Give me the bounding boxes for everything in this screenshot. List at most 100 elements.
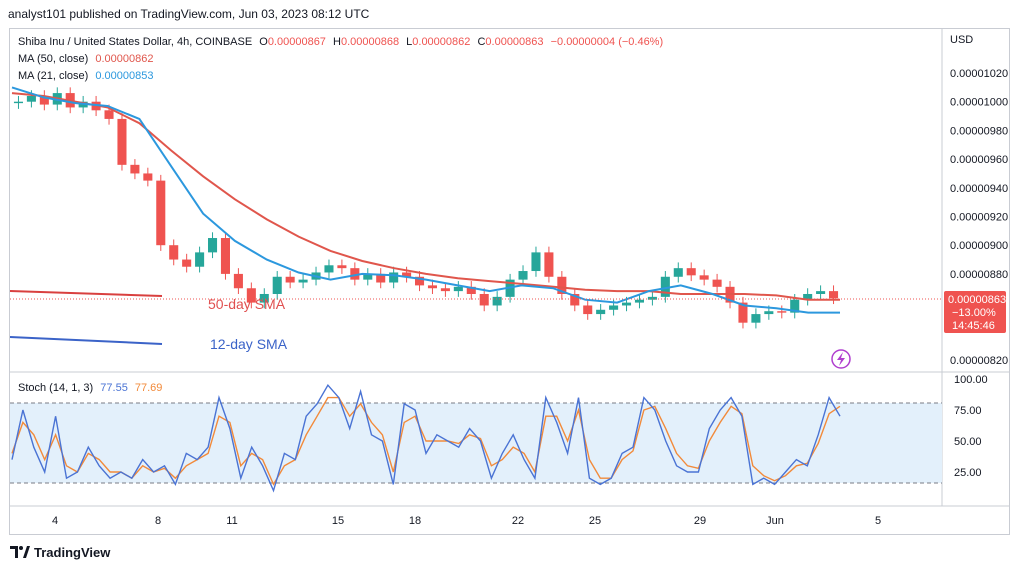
candle-body — [39, 95, 49, 105]
candle — [544, 246, 554, 283]
candle-body — [479, 293, 489, 306]
svg-text:MA (21, close) 0.00000: MA (21, close) 0.00000853 — [18, 70, 154, 82]
candle — [415, 271, 425, 292]
legend-stoch-label: Stoch (14, 1, 3) — [18, 382, 93, 394]
legend-o-value: 0.00000867 — [268, 36, 326, 48]
candle — [13, 95, 23, 109]
candle — [596, 304, 606, 320]
candle-body — [777, 311, 787, 313]
candle-body — [415, 276, 425, 286]
legend-c-value: 0.00000863 — [485, 36, 543, 48]
candle — [143, 167, 153, 187]
current-pct: −13.00% — [952, 307, 996, 319]
time-tick-label: Jun — [766, 515, 784, 527]
candle — [350, 262, 360, 286]
ma21-line — [11, 86, 840, 314]
candle-body — [544, 252, 554, 277]
candle — [803, 288, 813, 306]
candle — [285, 271, 295, 289]
candle-body — [220, 238, 230, 274]
candle — [169, 239, 179, 266]
candle — [647, 291, 657, 306]
legend-ma50-value: 0.00000862 — [95, 53, 153, 65]
candlestick-series — [13, 87, 839, 329]
candle-body — [751, 314, 761, 323]
candle — [492, 291, 502, 312]
candle-body — [233, 273, 243, 289]
time-tick-label: 18 — [409, 515, 421, 527]
sma12-annotation-line — [9, 336, 163, 345]
candle-body — [402, 272, 412, 277]
stoch-axis-ticks: 100.00 75.00 50.00 25.00 — [954, 374, 988, 479]
candle-body — [440, 288, 450, 292]
legend-o-key: O — [259, 36, 268, 48]
candle-body — [609, 305, 619, 310]
price-tick-label: 0.00000960 — [950, 154, 1008, 166]
candle — [427, 279, 437, 294]
legend: Shiba Inu / United States Dollar, 4h, CO… — [18, 36, 663, 394]
candle-body — [259, 293, 269, 303]
sma50-annotation-line — [9, 290, 163, 297]
ma50-line — [11, 92, 840, 301]
candle — [570, 288, 580, 312]
svg-text:MA (50, close) 0.00000: MA (50, close) 0.00000862 — [18, 53, 154, 65]
time-tick-label: 4 — [52, 515, 58, 527]
time-tick-label: 8 — [155, 515, 161, 527]
candle-body — [195, 252, 205, 267]
candle-body — [298, 279, 308, 283]
price-axis[interactable] — [942, 29, 1009, 506]
sma50-annotation-text: 50-day SMA — [208, 296, 286, 312]
candle — [233, 268, 243, 294]
candle — [363, 268, 373, 286]
price-tick-label: 0.00000880 — [950, 269, 1008, 281]
candle — [829, 285, 839, 305]
legend-h-value: 0.00000868 — [341, 36, 399, 48]
price-tick-label: 0.00000980 — [950, 125, 1008, 137]
candle-body — [143, 173, 153, 181]
candle-body — [272, 276, 282, 294]
candle-body — [622, 302, 632, 306]
candle-body — [816, 291, 826, 294]
candle — [130, 159, 140, 180]
candle — [660, 271, 670, 303]
candle — [246, 282, 256, 309]
tradingview-brand: TradingView — [34, 545, 111, 560]
candle-body — [104, 110, 114, 119]
lightning-icon[interactable] — [831, 349, 851, 369]
chart-frame[interactable]: 50-day SMA 12-day SMA Shiba Inu / United… — [9, 28, 1010, 535]
chart-svg[interactable]: 50-day SMA 12-day SMA Shiba Inu / United… — [9, 29, 1009, 534]
candle — [751, 308, 761, 329]
legend-l-key: L — [406, 36, 412, 48]
legend-stoch-d: 77.69 — [135, 382, 163, 394]
legend-ma21-label: MA (21, close) — [18, 70, 88, 82]
price-tick-label: 0.00001020 — [950, 68, 1008, 80]
time-axis-ticks: 4 8 11 15 18 22 25 29 Jun 5 — [52, 515, 881, 527]
candle-body — [712, 279, 722, 287]
candle-body — [130, 164, 140, 174]
candle-body — [686, 268, 696, 276]
candle — [634, 293, 644, 309]
candle — [738, 296, 748, 329]
candle-body — [376, 273, 386, 283]
candle-body — [117, 118, 127, 165]
candle — [298, 273, 308, 289]
legend-ma21-value: 0.00000853 — [95, 70, 153, 82]
candle — [195, 246, 205, 273]
candle-body — [337, 265, 347, 269]
candle-body — [466, 286, 476, 294]
candle — [686, 262, 696, 282]
price-tick-label: 0.00001000 — [950, 97, 1008, 109]
candle-body — [389, 272, 399, 283]
candle-body — [518, 271, 528, 280]
candle-body — [557, 276, 567, 294]
candle — [479, 288, 489, 312]
publish-text: analyst101 published on TradingView.com,… — [8, 7, 370, 21]
candle-body — [699, 275, 709, 280]
candle — [376, 268, 386, 289]
candle — [324, 259, 334, 279]
stoch-tick-label: 50.00 — [954, 436, 982, 448]
price-pane[interactable] — [10, 29, 942, 372]
candle-body — [363, 273, 373, 280]
candle — [777, 305, 787, 319]
candle — [220, 232, 230, 280]
